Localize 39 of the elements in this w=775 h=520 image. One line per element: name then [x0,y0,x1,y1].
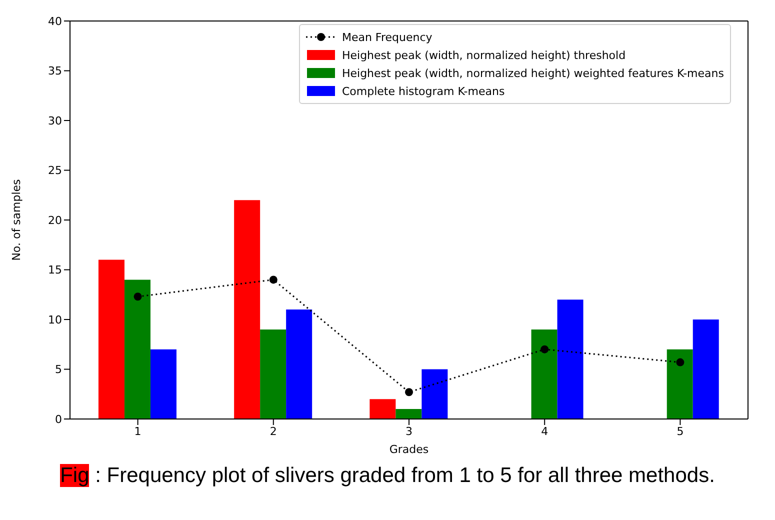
y-tick-label: 15 [48,264,62,277]
point [540,345,549,354]
x-axis-title: Grades [389,443,429,456]
bar [370,399,396,419]
x-tick-label: 5 [676,424,684,438]
bar [422,369,448,419]
x-tick-label: 3 [406,424,412,438]
legend-label: Heighest peak (width, normalized height) weighted features K-means [342,66,724,80]
bar [286,310,312,419]
y-tick-label: 30 [48,114,62,128]
bar [150,349,176,419]
bar [260,329,286,419]
point [269,276,278,284]
y-tick-label: 40 [48,14,62,28]
bar [396,409,422,419]
x-tick-label: 4 [541,424,548,438]
legend-label: Mean Frequency [342,30,432,44]
y-tick-label: 35 [48,64,62,78]
y-tick-label: 5 [55,363,62,376]
y-tick-label: 25 [48,164,62,178]
bar [692,320,719,419]
bar [234,200,260,419]
bar [98,260,124,419]
y-axis-title: No. of samples [10,178,23,261]
y-tick-label: 20 [48,214,62,227]
legend-label: Complete histogram K-means [342,84,505,98]
bar [124,280,150,419]
point [405,388,413,396]
point [676,358,684,366]
bar [531,329,558,419]
legend-label: Heighest peak (width, normalized height) threshold [342,48,626,62]
y-tick-label: 10 [48,313,62,326]
y-tick-label: 0 [55,412,62,426]
point [134,292,142,301]
x-tick-label: 1 [134,424,142,438]
bar [557,300,584,419]
text: Fig : Frequency plot of slivers graded from 1 to 5 for all three methods. [59,463,716,489]
bar [666,349,693,419]
x-tick-label: 2 [270,424,277,438]
